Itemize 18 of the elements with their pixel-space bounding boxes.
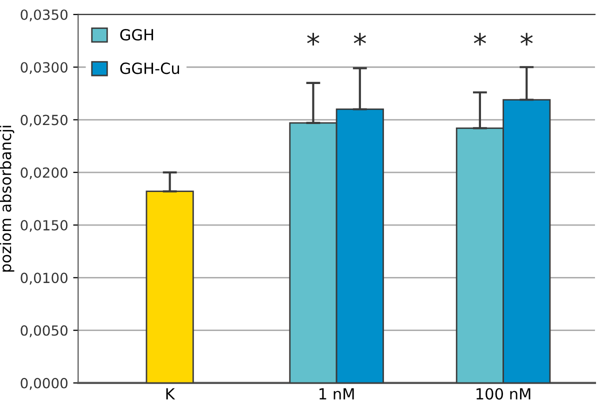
legend-label: GGH xyxy=(120,28,154,41)
y-tick-label: 0,0100 xyxy=(20,272,68,285)
y-tick-label: 0,0150 xyxy=(20,220,68,232)
bar xyxy=(146,190,194,383)
y-tick-label: 0,0200 xyxy=(20,167,68,180)
y-tick-label: 0,0250 xyxy=(20,114,68,127)
annotation: * xyxy=(354,32,366,46)
legend-label: GGH-Cu xyxy=(120,62,180,74)
y-tick-label: 0,0350 xyxy=(20,9,68,22)
x-tick-label: K xyxy=(166,388,176,400)
x-tick-label: 100 nM xyxy=(476,388,530,400)
y-tick-label: 0,0300 xyxy=(20,62,68,74)
annotation: * xyxy=(520,32,533,46)
x-tick-label: 1 nM xyxy=(320,388,354,400)
annotation: * xyxy=(307,32,320,46)
y-tick-label: 0,0050 xyxy=(20,325,68,338)
y-tick-label: 0,0000 xyxy=(20,378,68,390)
annotation: * xyxy=(474,32,486,46)
